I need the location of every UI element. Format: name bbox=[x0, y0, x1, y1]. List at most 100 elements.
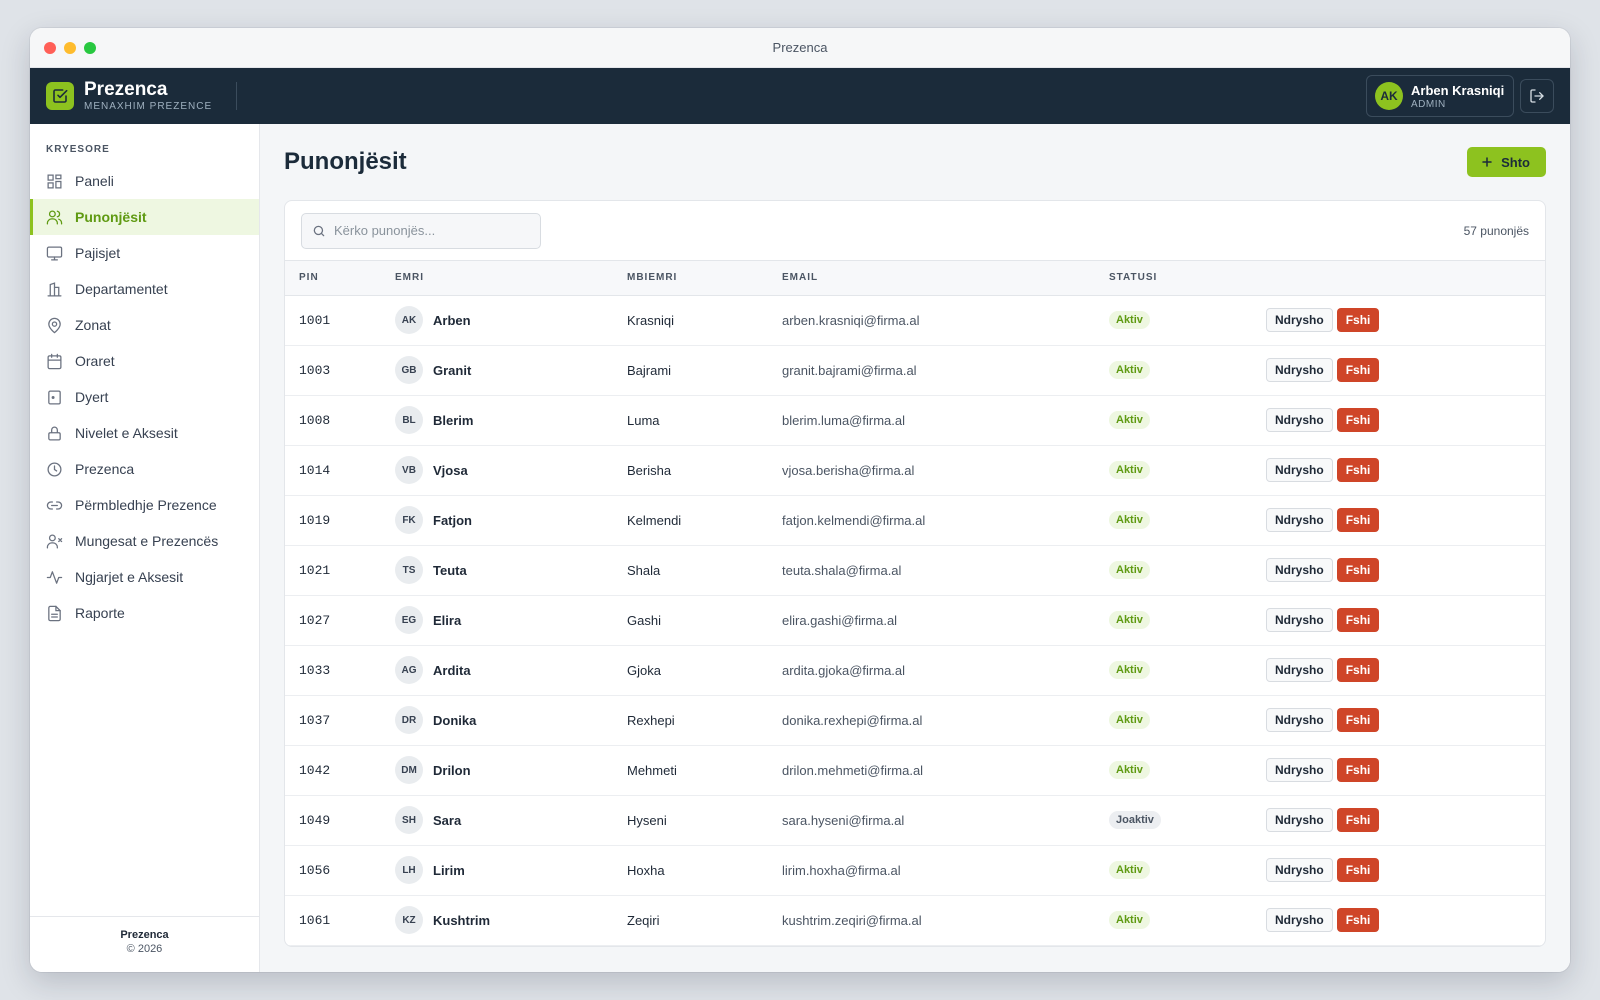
table-row[interactable]: 1033 AG Ardita Gjoka ardita.gjoka@firma.al Ak… bbox=[285, 645, 1545, 696]
column-header-status[interactable]: STATUSI bbox=[1109, 261, 1266, 296]
table-row[interactable]: 1014 VB Vjosa Berisha vjosa.berisha@firma.al… bbox=[285, 445, 1545, 496]
maximize-window-button[interactable] bbox=[84, 42, 96, 54]
column-header-pin[interactable]: PIN bbox=[285, 261, 395, 296]
table-row[interactable]: 1042 DM Drilon Mehmeti drilon.mehmeti@firma.… bbox=[285, 745, 1545, 796]
cell-pin: 1056 bbox=[285, 845, 395, 896]
delete-button[interactable]: Fshi bbox=[1336, 458, 1380, 482]
table-row[interactable]: 1001 AK Arben Krasniqi arben.krasniqi@firma.… bbox=[285, 295, 1545, 346]
calendar-icon bbox=[47, 353, 62, 369]
user-role: ADMIN bbox=[1411, 98, 1446, 110]
delete-button[interactable]: Fshi bbox=[1336, 858, 1380, 882]
cell-email: blerim.luma@firma.al bbox=[782, 395, 1109, 446]
delete-button[interactable]: Fshi bbox=[1336, 608, 1380, 632]
door-icon bbox=[48, 389, 61, 405]
table-row[interactable]: 1021 TS Teuta Shala teuta.shala@firma.al Akti… bbox=[285, 545, 1545, 596]
table-row[interactable]: 1027 EG Elira Gashi elira.gashi@firma.al Akti… bbox=[285, 595, 1545, 646]
cell-last-name: Hyseni bbox=[627, 795, 782, 846]
sidebar: KRYESORE Paneli Punonjësit Pajisjet Depa… bbox=[30, 124, 260, 972]
sidebar-item-ngjarjet-e-aksesit[interactable]: Ngjarjet e Aksesit bbox=[30, 559, 259, 595]
delete-button[interactable]: Fshi bbox=[1336, 558, 1380, 582]
sidebar-item-permbledhje-prezence[interactable]: Përmbledhje Prezence bbox=[30, 487, 259, 523]
sidebar-item-departamentet[interactable]: Departamentet bbox=[30, 271, 259, 307]
column-header-last-name[interactable]: MBIEMRI bbox=[627, 261, 782, 296]
user-name: Arben Krasniqi bbox=[1411, 82, 1505, 98]
delete-button[interactable]: Fshi bbox=[1336, 708, 1380, 732]
column-header-first-name[interactable]: EMRI bbox=[395, 261, 627, 296]
employee-first-name: Arben bbox=[433, 312, 471, 328]
delete-button[interactable]: Fshi bbox=[1336, 308, 1380, 332]
column-header-actions bbox=[1266, 261, 1545, 296]
footer-app-name: Prezenca bbox=[120, 929, 169, 941]
cell-pin: 1021 bbox=[285, 545, 395, 596]
search-input[interactable] bbox=[334, 223, 524, 238]
employee-avatar: VB bbox=[395, 456, 423, 484]
edit-button[interactable]: Ndrysho bbox=[1266, 708, 1333, 732]
brand-subtitle: MENAXHIM PREZENCE bbox=[84, 101, 213, 112]
table-row[interactable]: 1049 SH Sara Hyseni sara.hyseni@firma.al Joak… bbox=[285, 795, 1545, 846]
add-employee-button[interactable]: Shto bbox=[1467, 147, 1546, 177]
user-x-icon bbox=[46, 533, 63, 549]
sidebar-item-prezenca[interactable]: Prezenca bbox=[30, 451, 259, 487]
status-badge: Aktiv bbox=[1109, 861, 1150, 879]
sidebar-item-dyert[interactable]: Dyert bbox=[30, 379, 259, 415]
table-row[interactable]: 1037 DR Donika Rexhepi donika.rexhepi@firma.… bbox=[285, 695, 1545, 746]
status-badge: Aktiv bbox=[1109, 461, 1150, 479]
edit-button[interactable]: Ndrysho bbox=[1266, 608, 1333, 632]
sidebar-item-nivelet-e-aksesit[interactable]: Nivelet e Aksesit bbox=[30, 415, 259, 451]
search-box[interactable] bbox=[301, 212, 541, 249]
sidebar-footer: Prezenca © 2026 bbox=[30, 916, 259, 972]
sidebar-item-paneli[interactable]: Paneli bbox=[30, 163, 259, 199]
cell-pin: 1008 bbox=[285, 395, 395, 446]
sidebar-item-zonat[interactable]: Zonat bbox=[30, 307, 259, 343]
column-header-email[interactable]: EMAIL bbox=[782, 261, 1109, 296]
edit-button[interactable]: Ndrysho bbox=[1266, 508, 1333, 532]
edit-button[interactable]: Ndrysho bbox=[1266, 358, 1333, 382]
edit-button[interactable]: Ndrysho bbox=[1266, 458, 1333, 482]
employee-avatar: KZ bbox=[395, 906, 423, 934]
cell-last-name: Kelmendi bbox=[627, 495, 782, 546]
edit-button[interactable]: Ndrysho bbox=[1266, 308, 1333, 332]
delete-button[interactable]: Fshi bbox=[1336, 658, 1380, 682]
employee-avatar: SH bbox=[395, 806, 423, 834]
edit-button[interactable]: Ndrysho bbox=[1266, 408, 1333, 432]
employee-avatar: LH bbox=[395, 856, 423, 884]
sidebar-item-oraret[interactable]: Oraret bbox=[30, 343, 259, 379]
close-window-button[interactable] bbox=[44, 42, 56, 54]
cell-actions: Ndrysho Fshi bbox=[1266, 395, 1545, 446]
delete-button[interactable]: Fshi bbox=[1336, 808, 1380, 832]
cell-actions: Ndrysho Fshi bbox=[1266, 845, 1545, 896]
delete-button[interactable]: Fshi bbox=[1336, 358, 1380, 382]
table-row[interactable]: 1003 GB Granit Bajrami granit.bajrami@firma.… bbox=[285, 345, 1545, 396]
employee-count: 57 punonjës bbox=[1463, 223, 1529, 238]
sidebar-item-mungesat-e-prezences[interactable]: Mungesat e Prezencës bbox=[30, 523, 259, 559]
table-row[interactable]: 1061 KZ Kushtrim Zeqiri kushtrim.zeqiri@firm… bbox=[285, 895, 1545, 946]
sidebar-item-punonjesit[interactable]: Punonjësit bbox=[30, 199, 259, 235]
delete-button[interactable]: Fshi bbox=[1336, 758, 1380, 782]
minimize-window-button[interactable] bbox=[64, 42, 76, 54]
table-row[interactable]: 1019 FK Fatjon Kelmendi fatjon.kelmendi@firm… bbox=[285, 495, 1545, 546]
table-row[interactable]: 1008 BL Blerim Luma blerim.luma@firma.al Akti… bbox=[285, 395, 1545, 446]
cell-pin: 1033 bbox=[285, 645, 395, 696]
logout-button[interactable] bbox=[1520, 79, 1554, 113]
footer-copyright: © 2026 bbox=[126, 943, 163, 955]
employee-first-name: Ardita bbox=[433, 662, 471, 678]
cell-email: arben.krasniqi@firma.al bbox=[782, 295, 1109, 346]
sidebar-item-pajisjet[interactable]: Pajisjet bbox=[30, 235, 259, 271]
delete-button[interactable]: Fshi bbox=[1336, 408, 1380, 432]
edit-button[interactable]: Ndrysho bbox=[1266, 908, 1333, 932]
checkbox-logo-icon bbox=[46, 82, 74, 110]
brand[interactable]: Prezenca MENAXHIM PREZENCE bbox=[46, 80, 212, 112]
edit-button[interactable]: Ndrysho bbox=[1266, 758, 1333, 782]
edit-button[interactable]: Ndrysho bbox=[1266, 558, 1333, 582]
building-icon bbox=[47, 281, 62, 297]
edit-button[interactable]: Ndrysho bbox=[1266, 808, 1333, 832]
user-menu[interactable]: AK Arben Krasniqi ADMIN bbox=[1366, 75, 1514, 117]
delete-button[interactable]: Fshi bbox=[1336, 908, 1380, 932]
delete-button[interactable]: Fshi bbox=[1336, 508, 1380, 532]
sidebar-item-raporte[interactable]: Raporte bbox=[30, 595, 259, 631]
employee-avatar: FK bbox=[395, 506, 423, 534]
edit-button[interactable]: Ndrysho bbox=[1266, 658, 1333, 682]
edit-button[interactable]: Ndrysho bbox=[1266, 858, 1333, 882]
cell-status: Aktiv bbox=[1109, 695, 1266, 746]
table-row[interactable]: 1056 LH Lirim Hoxha lirim.hoxha@firma.al Akti… bbox=[285, 845, 1545, 896]
